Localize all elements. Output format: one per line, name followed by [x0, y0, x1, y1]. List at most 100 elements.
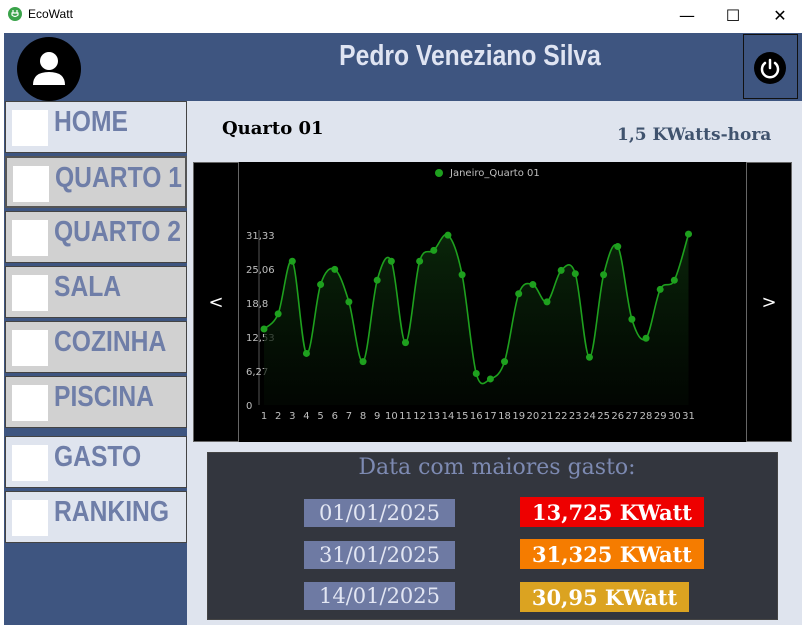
- x-tick-label: 18: [498, 411, 511, 422]
- x-tick-label: 31: [682, 411, 695, 422]
- x-tick-label: 22: [555, 411, 568, 422]
- legend-label: Janeiro_Quarto 01: [449, 168, 540, 179]
- x-tick-label: 11: [399, 411, 412, 422]
- data-point: [656, 285, 664, 293]
- y-tick-label: 6,27: [246, 367, 268, 378]
- data-point: [628, 315, 636, 323]
- sidebar-item-label: COZINHA: [54, 326, 167, 358]
- ranking-icon: [12, 500, 48, 536]
- data-point: [501, 358, 509, 366]
- data-point: [387, 257, 395, 265]
- data-point: [670, 276, 678, 284]
- x-tick-label: 15: [456, 411, 469, 422]
- series-area: [264, 234, 689, 405]
- gasto-icon: [12, 445, 48, 481]
- sidebar-item-ranking[interactable]: RANKING: [5, 491, 187, 543]
- x-tick-label: 23: [569, 411, 582, 422]
- sidebar-item-sala[interactable]: SALA: [5, 266, 187, 318]
- x-tick-label: 24: [583, 411, 596, 422]
- data-point: [345, 298, 353, 306]
- data-point: [416, 257, 424, 265]
- minimize-button[interactable]: —: [679, 5, 695, 25]
- window-titlebar: EcoWatt — ☐ ✕: [0, 0, 803, 30]
- data-point: [529, 281, 537, 289]
- power-button[interactable]: [743, 34, 798, 99]
- data-point: [274, 310, 282, 318]
- sala-icon: [12, 275, 48, 311]
- y-tick-label: 25,06: [246, 265, 275, 276]
- consumption-chart-svg: Janeiro_Quarto 01 0 6,27 12,53 18,8 25,06 31,3…: [246, 168, 695, 422]
- next-chart-button[interactable]: >: [746, 162, 792, 442]
- data-point: [600, 271, 608, 279]
- room-title: Quarto 01: [222, 118, 324, 139]
- sidebar-item-quarto-1[interactable]: QUARTO 1: [5, 156, 187, 208]
- data-point: [486, 375, 494, 383]
- data-point: [331, 265, 339, 273]
- top-value-1: 13,725 KWatt: [520, 497, 704, 527]
- user-avatar-icon: [17, 37, 81, 101]
- y-tick-label: 0: [246, 401, 252, 412]
- y-tick-label: 31,33: [246, 231, 275, 242]
- data-point: [317, 281, 325, 289]
- top-date-2: 31/01/2025: [304, 541, 455, 569]
- sidebar-item-label: QUARTO 2: [54, 216, 181, 248]
- data-point: [515, 290, 523, 298]
- x-tick-label: 14: [442, 411, 455, 422]
- quarto-1-icon: [13, 166, 49, 202]
- data-point: [472, 370, 480, 378]
- y-tick-label: 18,8: [246, 299, 268, 310]
- x-tick-label: 12: [413, 411, 426, 422]
- data-point: [571, 270, 579, 278]
- data-point: [359, 358, 367, 366]
- x-tick-label: 5: [317, 411, 323, 422]
- x-tick-label: 3: [289, 411, 295, 422]
- data-point: [430, 246, 438, 254]
- x-tick-label: 2: [275, 411, 281, 422]
- sidebar-item-piscina[interactable]: PISCINA: [5, 376, 187, 428]
- x-tick-label: 1: [261, 411, 267, 422]
- top-date-3: 14/01/2025: [304, 582, 455, 610]
- x-tick-label: 9: [374, 411, 380, 422]
- home-icon: [12, 110, 48, 146]
- cozinha-icon: [12, 330, 48, 366]
- data-point: [543, 298, 551, 306]
- header: [4, 33, 802, 101]
- ecowatt-icon: [8, 7, 22, 21]
- sidebar-item-label: SALA: [54, 271, 122, 303]
- usage-total: 1,5 KWatts-hora: [617, 125, 772, 145]
- maximize-button[interactable]: ☐: [725, 5, 741, 25]
- x-tick-label: 30: [668, 411, 681, 422]
- legend-marker: [435, 169, 443, 177]
- window-title: EcoWatt: [28, 7, 73, 21]
- data-point: [402, 339, 409, 347]
- x-tick-label: 13: [427, 411, 440, 422]
- top-value-2: 31,325 KWatt: [520, 539, 704, 569]
- sidebar-item-label: HOME: [54, 106, 128, 138]
- x-tick-label: 10: [385, 411, 398, 422]
- x-tick-label: 4: [303, 411, 309, 422]
- data-point: [288, 257, 296, 265]
- data-point: [557, 266, 565, 274]
- top-date-1: 01/01/2025: [304, 499, 455, 527]
- sidebar-item-cozinha[interactable]: COZINHA: [5, 321, 187, 373]
- piscina-icon: [12, 385, 48, 421]
- close-button[interactable]: ✕: [773, 5, 787, 25]
- x-tick-label: 29: [654, 411, 667, 422]
- quarto-2-icon: [12, 220, 48, 256]
- previous-chart-button[interactable]: <: [193, 162, 239, 442]
- sidebar-item-gasto[interactable]: GASTO: [5, 436, 187, 488]
- top-usage-title: Data com maiores gasto:: [358, 455, 636, 480]
- data-point: [458, 271, 466, 279]
- sidebar-item-label: RANKING: [54, 496, 170, 528]
- user-name: Pedro Veneziano Silva: [339, 40, 601, 72]
- x-tick-label: 25: [597, 411, 610, 422]
- x-tick-label: 16: [470, 411, 483, 422]
- x-tick-label: 8: [360, 411, 366, 422]
- x-tick-label: 7: [346, 411, 352, 422]
- sidebar-item-label: GASTO: [54, 441, 142, 473]
- x-tick-label: 27: [626, 411, 639, 422]
- sidebar-item-quarto-2[interactable]: QUARTO 2: [5, 211, 187, 263]
- sidebar-item-home[interactable]: HOME: [5, 101, 187, 153]
- y-tick-label: 12,53: [246, 333, 275, 344]
- data-point: [302, 349, 310, 357]
